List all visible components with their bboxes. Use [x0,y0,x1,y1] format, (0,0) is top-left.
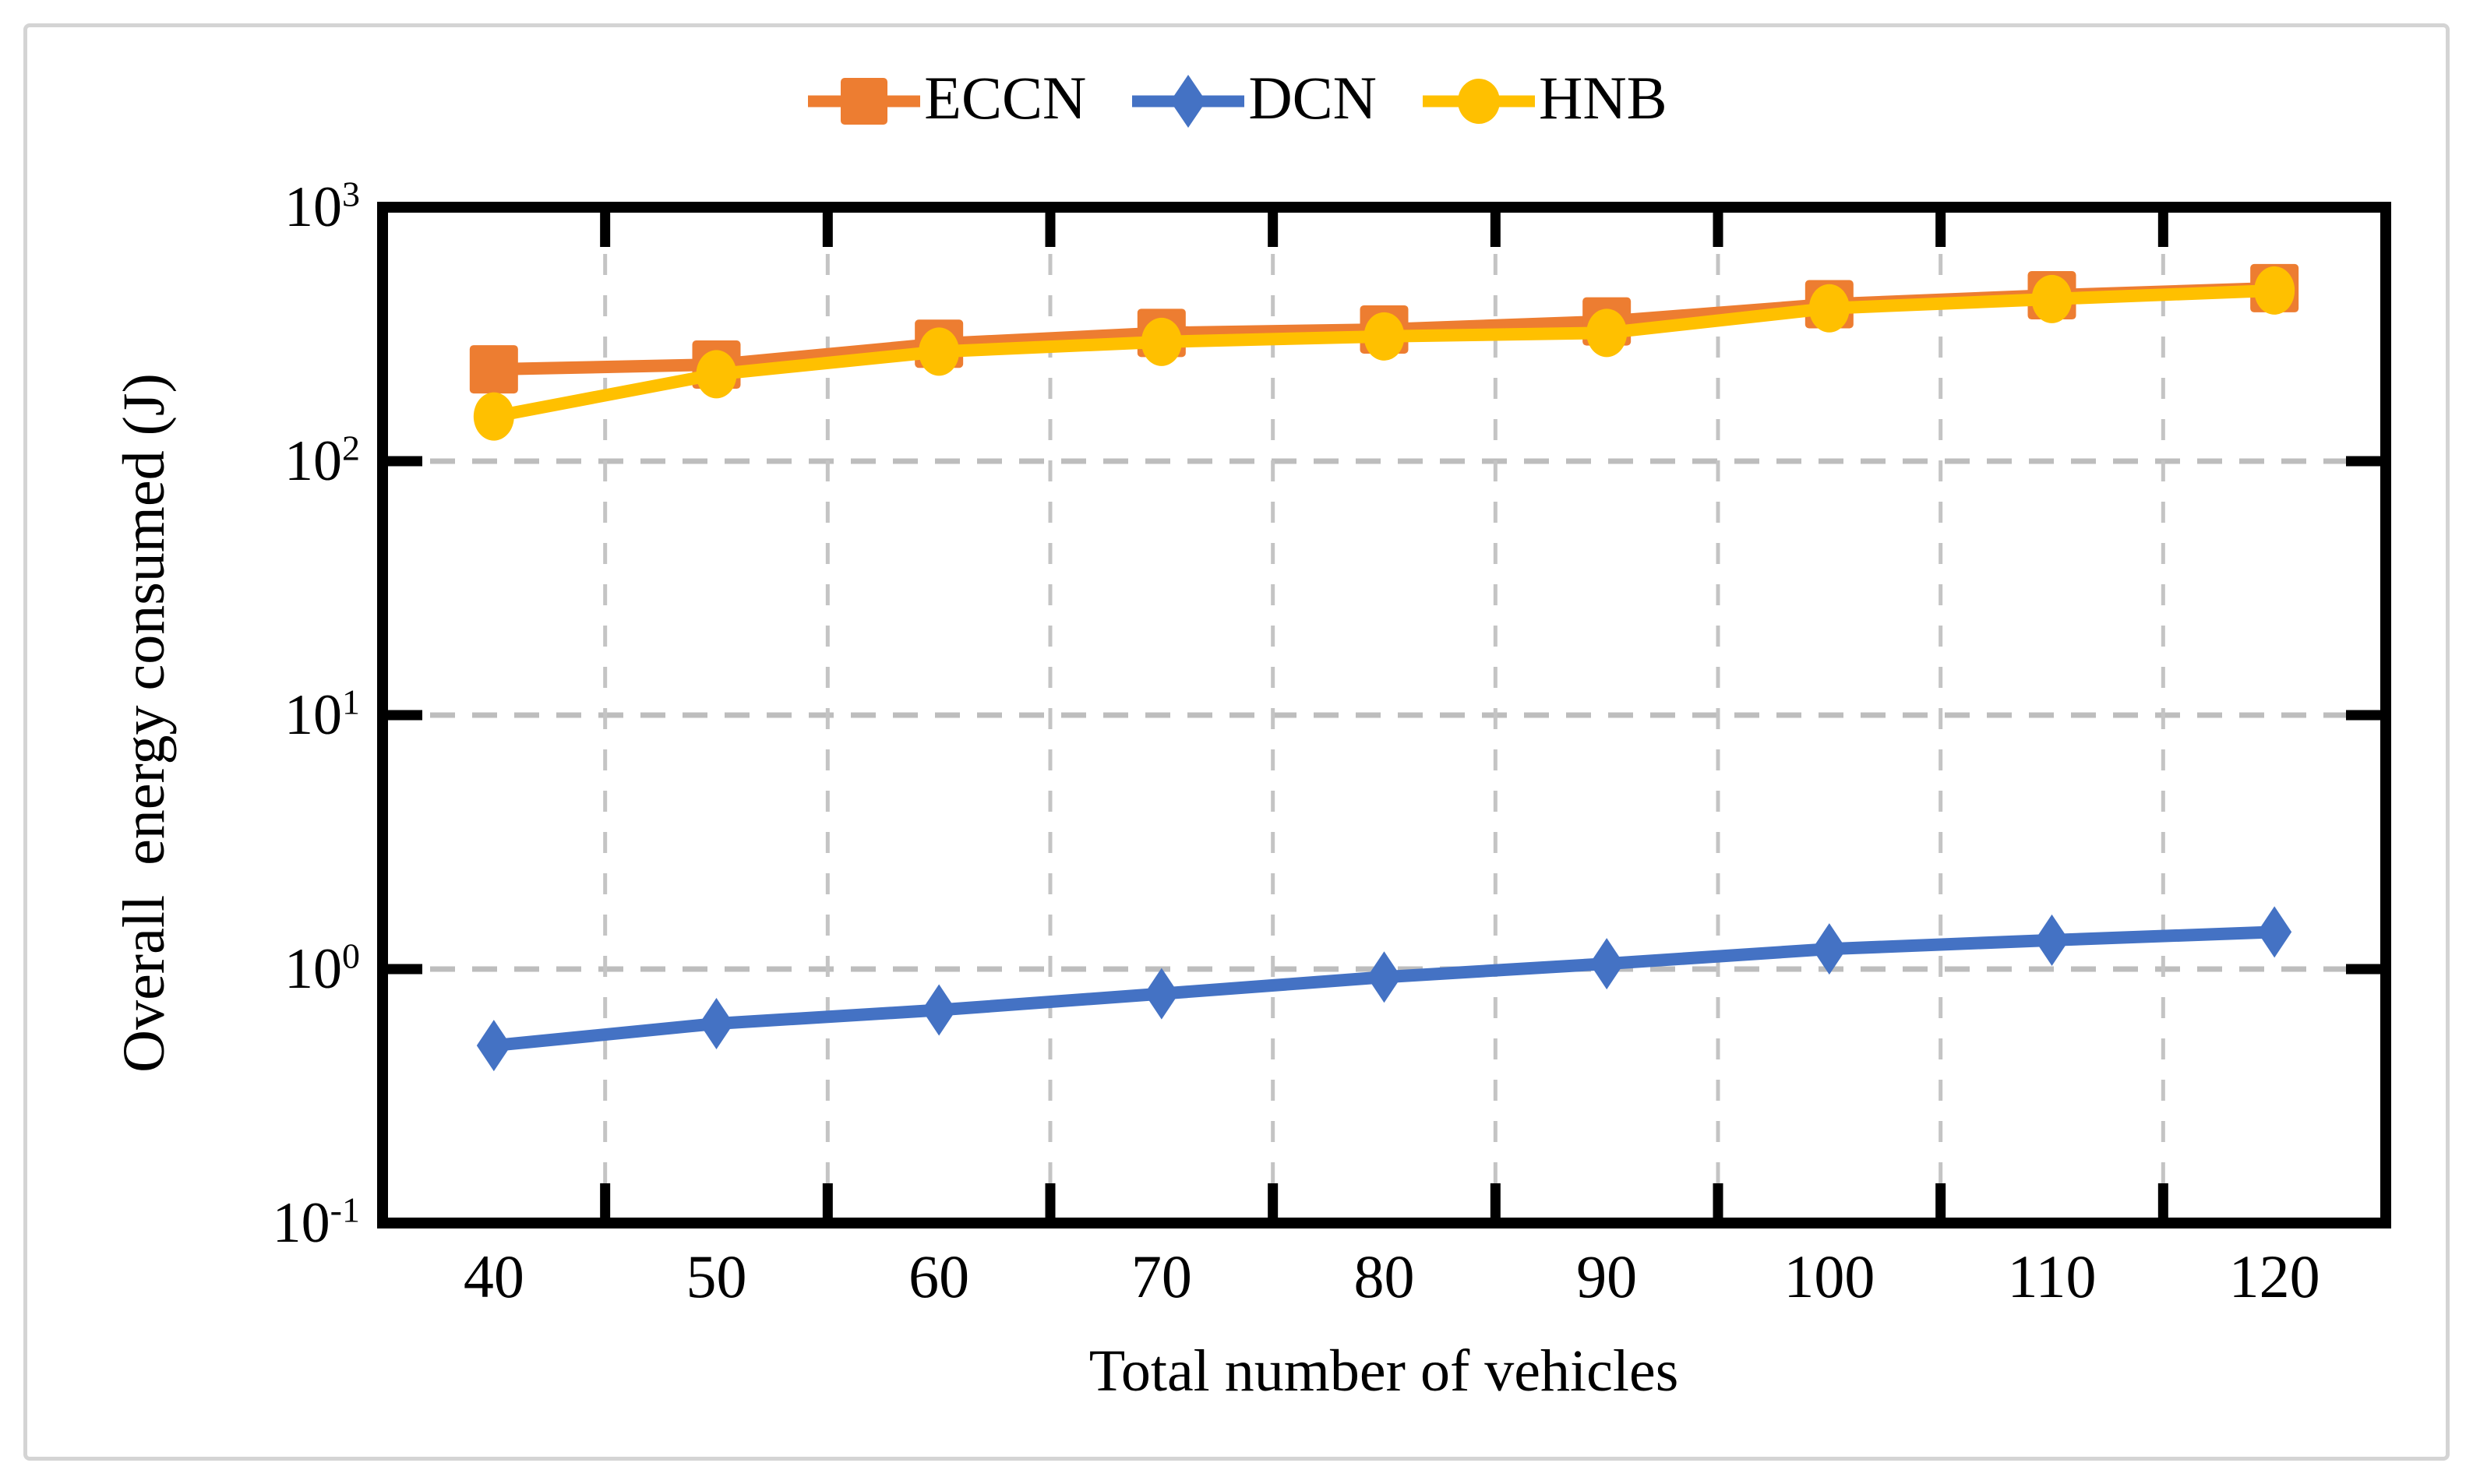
circle-marker-icon [1423,79,1536,124]
chart-legend: ECCN DCN HNB [0,65,2473,137]
hnb-marker [919,327,960,376]
x-axis-tick-bottom [1713,1183,1723,1218]
x-axis-tick-label: 70 [1131,1243,1192,1310]
y-tick-base: 10 [284,175,342,239]
y-tick-exponent: 2 [342,428,360,468]
hnb-marker [473,392,514,441]
square-marker-icon [808,78,921,125]
x-axis-tick-label: 40 [463,1243,524,1310]
legend-label: HNB [1539,64,1667,132]
x-axis-tick-label: 80 [1353,1243,1415,1310]
x-axis-tick-label: 90 [1576,1243,1638,1310]
y-axis-tick-left [388,710,422,721]
x-axis-tick-label: 120 [2228,1243,2320,1310]
dcn-marker [476,1020,511,1072]
x-axis-tick-bottom [1268,1183,1279,1218]
y-tick-exponent: 1 [342,682,360,722]
legend-label: DCN [1248,64,1378,132]
y-tick-base: 10 [284,429,342,493]
x-axis-tick-bottom [1045,1183,1056,1218]
dcn-marker [1812,923,1847,975]
eccn-marker [469,345,518,394]
y-tick-exponent: -1 [330,1190,360,1230]
plot-border [377,202,2391,1228]
dcn-marker [699,997,734,1049]
y-axis-tick-label: 101 [0,683,360,747]
y-tick-exponent: 0 [342,936,360,976]
x-axis-tick-bottom [1490,1183,1501,1218]
dcn-marker [1144,968,1179,1020]
x-axis-tick-label: 60 [908,1243,970,1310]
y-axis-tick-right [2346,456,2380,467]
x-axis-tick-label: 50 [686,1243,747,1310]
y-axis-tick-labels: 103 102 101 100 10-1 [0,0,360,1484]
x-axis-tick-label: 100 [1783,1243,1875,1310]
x-axis-tick-label: 110 [2007,1243,2097,1310]
y-axis-tick-label: 100 [0,937,360,1001]
x-axis-tick-top [822,213,833,247]
y-tick-exponent: 3 [342,174,360,214]
y-axis-tick-label: 103 [0,175,360,239]
legend-item-hnb: HNB [1420,65,1667,137]
y-axis-tick-left [388,456,422,467]
x-axis-title: Total number of vehicles [1088,1338,1679,1404]
x-axis-tick-top [1935,213,1946,247]
y-axis-tick-right [2346,710,2380,721]
hnb-marker [696,350,737,399]
hnb-marker [1141,317,1182,366]
x-axis-tick-bottom [1935,1183,1946,1218]
hnb-marker [1364,312,1405,361]
y-axis-tick-right [2346,964,2380,975]
dcn-marker [1367,951,1402,1003]
figure-frame [23,23,2450,1461]
y-axis-tick-left [388,964,422,975]
y-axis-tick-label: 102 [0,429,360,493]
hnb-marker [1808,284,1850,333]
y-tick-base: 10 [284,683,342,747]
y-tick-base: 10 [272,1191,330,1255]
x-axis-tick-top [2157,213,2168,247]
dcn-marker [2257,906,2292,958]
x-axis-tick-top [1490,213,1501,247]
legend-label: ECCN [924,64,1087,132]
hnb-marker [2031,274,2073,323]
dcn-marker [1589,938,1625,990]
legend-item-dcn: DCN [1130,65,1377,137]
dcn-marker [922,984,957,1036]
hnb-marker [1586,308,1628,358]
x-axis-tick-bottom [2157,1183,2168,1218]
x-axis-tick-bottom [600,1183,611,1218]
hnb-marker [2254,266,2295,315]
legend-item-eccn: ECCN [806,65,1086,137]
y-tick-base: 10 [284,937,342,1001]
diamond-marker-icon [1132,75,1245,128]
x-axis-tick-top [600,213,611,247]
y-axis-tick-label: 10-1 [0,1191,360,1255]
x-axis-tick-top [1713,213,1723,247]
x-axis-tick-top [1268,213,1279,247]
x-axis-tick-top [1045,213,1056,247]
x-axis-tick-bottom [822,1183,833,1218]
dcn-marker [2034,914,2069,966]
